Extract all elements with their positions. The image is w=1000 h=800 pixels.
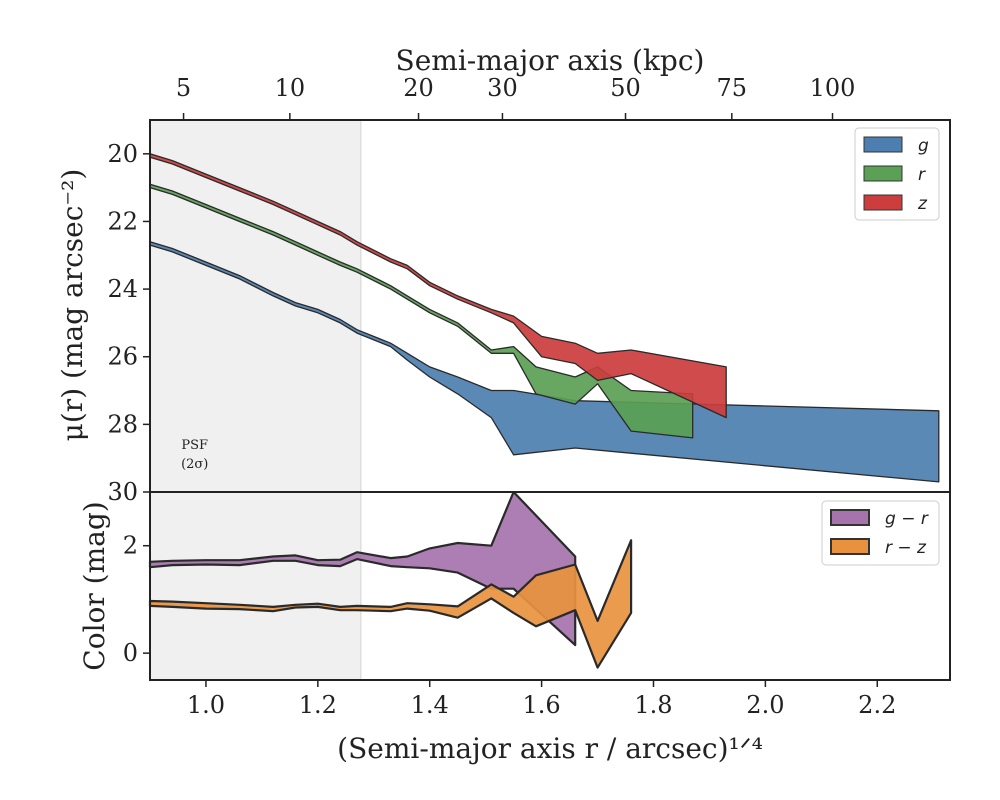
legend-swatch-g-minus-r [830, 509, 870, 526]
top-x-tick-label: 5 [176, 74, 191, 102]
top-x-tick-label: 30 [487, 74, 518, 102]
top-legend: g r z [854, 127, 940, 221]
legend-swatch-r [863, 165, 903, 182]
legend-label-g-minus-r: g − r [885, 509, 929, 529]
band-gr [148, 490, 577, 647]
legend-label-z: z [917, 194, 928, 214]
top-x-tick-label: 50 [610, 74, 641, 102]
top-y-tick-label: 30 [107, 478, 138, 506]
bottom-y-tick-label: 2 [123, 532, 138, 560]
legend-label-r-minus-z: r − z [885, 538, 927, 558]
top-y-tick-label: 24 [107, 275, 138, 303]
top-axis-title: Semi-major axis (kpc) [396, 44, 705, 77]
band-r [149, 183, 694, 439]
psf-label: PSF [181, 438, 208, 453]
bottom-x-tick-label: 1.4 [411, 691, 449, 719]
top-x-tick-label: 10 [275, 74, 306, 102]
legend-label-r: r [918, 165, 926, 185]
axis-ticks: 5 10 20 30 50 75 100 20 22 24 26 28 30 0 2 1.0 1.2 1.4 1.6… [107, 74, 896, 719]
psf-region-top [149, 119, 362, 493]
surface-brightness-bands [149, 153, 940, 483]
top-y-tick-label: 22 [107, 207, 138, 235]
bottom-panel-frame [149, 491, 951, 681]
bottom-legend: g − r r − z [821, 500, 940, 566]
top-x-tick-label: 20 [403, 74, 434, 102]
top-y-tick-label: 20 [107, 140, 138, 168]
top-y-tick-label: 28 [107, 410, 138, 438]
legend-swatch-z [863, 194, 903, 211]
top-y-tick-label: 26 [107, 343, 138, 371]
top-x-tick-label: 100 [810, 74, 856, 102]
x-axis-title: (Semi-major axis r / arcsec)¹ᐟ⁴ [337, 732, 763, 765]
color-bands [148, 490, 633, 669]
bottom-y-axis-title: Color (mag) [78, 501, 111, 670]
top-x-tick-label: 75 [717, 74, 748, 102]
bottom-x-tick-label: 2.2 [858, 691, 896, 719]
bottom-x-tick-label: 1.8 [634, 691, 672, 719]
psf-region-bottom [149, 491, 362, 681]
legend-swatch-r-minus-z [830, 538, 870, 555]
legend-swatch-g [863, 136, 903, 153]
band-z [149, 153, 727, 419]
bottom-x-tick-label: 2.0 [746, 691, 784, 719]
bottom-y-tick-label: 0 [123, 639, 138, 667]
legend-label-g: g [918, 136, 929, 156]
band-rz [148, 539, 633, 669]
top-y-axis-title: μ(r) (mag arcsec⁻²) [56, 169, 89, 442]
bottom-x-tick-label: 1.2 [299, 691, 337, 719]
psf-sigma-label: (2σ) [181, 457, 208, 472]
bottom-x-tick-label: 1.0 [187, 691, 225, 719]
bottom-x-tick-label: 1.6 [523, 691, 561, 719]
band-g [149, 241, 940, 483]
